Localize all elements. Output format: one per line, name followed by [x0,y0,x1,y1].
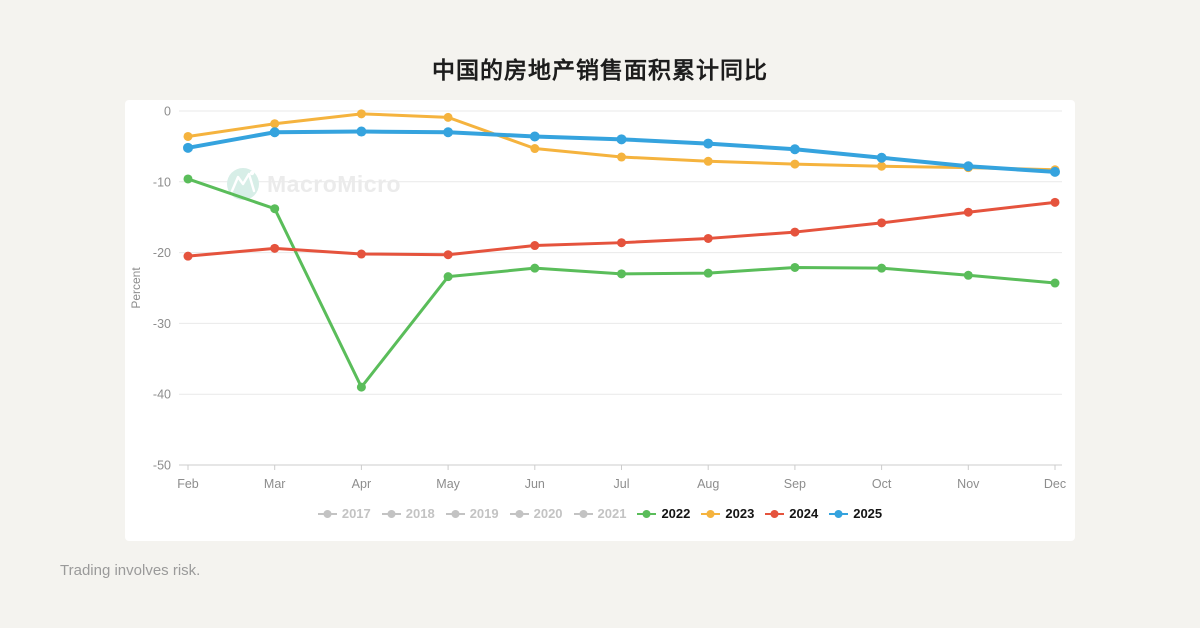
data-point-2025-Jun[interactable] [529,131,540,142]
legend-marker-icon [765,509,785,518]
data-point-2023-Aug[interactable] [703,156,713,166]
data-point-2022-Sep[interactable] [790,262,800,272]
legend-item-2024[interactable]: 2024 [765,506,818,521]
chart-card: 0 -10 -20 -30 -40 -50 Percent MacroMicro Feb Mar A… [125,100,1075,541]
data-point-2022-Dec[interactable] [1050,278,1060,288]
data-point-2023-Mar[interactable] [270,119,280,129]
watermark: MacroMicro [227,168,401,200]
data-point-2024-Apr[interactable] [356,249,366,259]
data-point-2024-Mar[interactable] [270,243,280,253]
legend-marker-icon [573,509,593,518]
legend-label: 2020 [533,506,563,521]
series-line-2022 [186,177,1057,389]
data-point-2022-May[interactable] [443,272,453,282]
x-tick-label: Jun [525,477,545,491]
legend-label: 2023 [725,506,755,521]
chart-legend: 2017 2018 2019 2020 2021 2022 2023 2024 2025 [125,506,1075,521]
legend-label: 2021 [597,506,627,521]
legend-item-2019[interactable]: 2019 [445,506,499,521]
disclaimer-text: Trading involves risk. [60,562,201,579]
data-point-2025-Feb[interactable] [183,142,193,153]
data-point-2025-Jul[interactable] [616,134,627,145]
data-point-2023-Feb[interactable] [183,131,193,141]
legend-marker-icon [701,509,721,518]
x-tick-label: May [436,477,460,491]
legend-label: 2018 [405,506,435,521]
data-point-2024-Jun[interactable] [530,241,540,251]
data-point-2025-Nov[interactable] [963,161,974,172]
legend-label: 2022 [661,506,691,521]
y-tick-label: -10 [153,175,171,189]
data-point-2022-Jun[interactable] [530,263,540,273]
page-title: 中国的房地产销售面积累计同比 [432,57,768,83]
x-tick-label: Sep [784,477,806,491]
x-tick-label: Dec [1044,477,1066,491]
legend-marker-icon [317,509,337,518]
data-point-2024-May[interactable] [443,250,453,260]
legend-item-2025[interactable]: 2025 [829,506,882,521]
watermark-text: MacroMicro [267,171,401,197]
data-point-2024-Nov[interactable] [963,207,973,217]
flag-dot-icon [249,170,255,176]
legend-item-2017[interactable]: 2017 [317,506,371,521]
y-tick-label: -30 [153,317,171,331]
data-point-2023-Jul[interactable] [617,152,626,162]
data-point-2025-Apr[interactable] [356,126,367,137]
x-tick-label: Oct [872,477,892,491]
legend-marker-icon [637,509,657,518]
data-point-2022-Mar[interactable] [270,204,280,214]
data-point-2023-Jun[interactable] [530,144,540,154]
data-point-2024-Dec[interactable] [1050,197,1060,207]
legend-item-2018[interactable]: 2018 [381,506,435,521]
legend-marker-icon [381,509,401,518]
y-tick-label: -50 [153,459,171,473]
data-point-2025-Mar[interactable] [269,127,280,138]
data-point-2024-Feb[interactable] [183,251,193,261]
data-point-2025-Sep[interactable] [789,144,800,155]
data-point-2025-Aug[interactable] [703,138,714,149]
line-chart: 0 -10 -20 -30 -40 -50 Percent MacroMicro Feb Mar A… [129,105,1066,492]
data-point-2022-Nov[interactable] [963,270,973,280]
x-tick-label: Aug [697,477,719,491]
legend-label: 2025 [853,506,883,521]
mountain-glyph-icon [230,172,256,193]
data-point-2022-Aug[interactable] [703,268,713,278]
legend-item-2022[interactable]: 2022 [637,506,690,521]
data-point-2022-Oct[interactable] [877,263,887,273]
series-line-2024 [186,200,1057,258]
data-point-2024-Sep[interactable] [790,227,800,237]
data-point-2023-May[interactable] [443,112,453,122]
x-tick-label: Nov [957,477,980,491]
legend-label: 2017 [341,506,371,521]
y-tick-label: -20 [153,246,171,260]
data-point-2025-Oct[interactable] [876,152,887,163]
data-point-2023-Apr[interactable] [356,109,366,119]
legend-marker-icon [509,509,529,518]
legend-marker-icon [829,509,849,518]
x-tick-label: Feb [177,477,199,491]
data-point-2024-Aug[interactable] [703,233,713,243]
data-point-2022-Apr[interactable] [356,382,366,392]
x-tick-label: Mar [264,477,286,491]
x-tick-label: Jul [614,477,630,491]
data-point-2025-Dec[interactable] [1050,166,1060,177]
y-tick-label: -40 [153,388,171,402]
data-point-2024-Oct[interactable] [877,218,887,228]
legend-item-2020[interactable]: 2020 [509,506,563,521]
data-point-2025-May[interactable] [443,127,454,138]
data-point-2022-Feb[interactable] [183,174,193,184]
data-point-2022-Jul[interactable] [617,269,626,279]
legend-marker-icon [445,509,465,518]
legend-label: 2019 [469,506,499,521]
data-point-2024-Jul[interactable] [617,238,626,248]
legend-item-2021[interactable]: 2021 [573,506,627,521]
legend-item-2023[interactable]: 2023 [701,506,754,521]
legend-label: 2024 [789,506,819,521]
y-tick-label: 0 [164,105,171,119]
data-point-2023-Sep[interactable] [790,159,800,169]
data-point-2023-Oct[interactable] [877,161,887,171]
x-tick-label: Apr [352,477,371,491]
y-axis-label: Percent [129,267,143,309]
